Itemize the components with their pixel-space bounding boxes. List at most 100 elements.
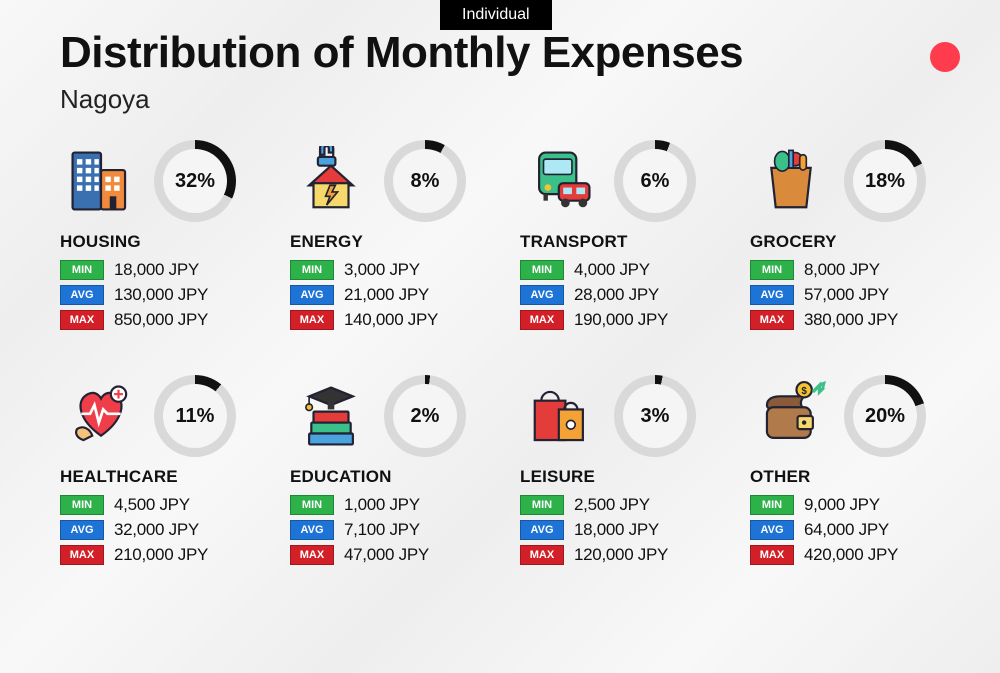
- category-name: LEISURE: [520, 467, 730, 487]
- percent-ring: 32%: [154, 140, 236, 222]
- max-badge: MAX: [290, 545, 334, 565]
- max-value: 210,000 JPY: [114, 545, 208, 565]
- max-badge: MAX: [290, 310, 334, 330]
- avg-badge: AVG: [290, 285, 334, 305]
- stat-row-min: MIN 2,500 JPY: [520, 495, 730, 515]
- min-badge: MIN: [750, 495, 794, 515]
- min-badge: MIN: [290, 495, 334, 515]
- expense-card-healthcare: 11% HEALTHCARE MIN 4,500 JPY AVG 32,000 …: [60, 375, 270, 570]
- expense-grid: 32% HOUSING MIN 18,000 JPY AVG 130,000 J…: [60, 140, 960, 570]
- category-name: TRANSPORT: [520, 232, 730, 252]
- min-badge: MIN: [520, 495, 564, 515]
- avg-value: 130,000 JPY: [114, 285, 208, 305]
- avg-value: 64,000 JPY: [804, 520, 889, 540]
- category-name: ENERGY: [290, 232, 500, 252]
- expense-card-education: 2% EDUCATION MIN 1,000 JPY AVG 7,100 JPY…: [290, 375, 500, 570]
- max-badge: MAX: [60, 545, 104, 565]
- avg-value: 18,000 JPY: [574, 520, 659, 540]
- stat-row-avg: AVG 18,000 JPY: [520, 520, 730, 540]
- stat-row-avg: AVG 64,000 JPY: [750, 520, 960, 540]
- avg-badge: AVG: [290, 520, 334, 540]
- min-badge: MIN: [290, 260, 334, 280]
- min-badge: MIN: [520, 260, 564, 280]
- percent-value: 18%: [865, 170, 905, 193]
- stat-row-min: MIN 18,000 JPY: [60, 260, 270, 280]
- avg-value: 32,000 JPY: [114, 520, 199, 540]
- min-badge: MIN: [60, 260, 104, 280]
- other-icon: $: [750, 375, 832, 457]
- max-badge: MAX: [750, 310, 794, 330]
- min-value: 1,000 JPY: [344, 495, 420, 515]
- housing-icon: [60, 140, 142, 222]
- percent-value: 20%: [865, 405, 905, 428]
- avg-badge: AVG: [520, 285, 564, 305]
- percent-ring: 3%: [614, 375, 696, 457]
- stat-row-max: MAX 140,000 JPY: [290, 310, 500, 330]
- percent-ring: 8%: [384, 140, 466, 222]
- category-name: OTHER: [750, 467, 960, 487]
- min-value: 8,000 JPY: [804, 260, 880, 280]
- min-badge: MIN: [750, 260, 794, 280]
- expense-card-transport: 6% TRANSPORT MIN 4,000 JPY AVG 28,000 JP…: [520, 140, 730, 335]
- stat-row-min: MIN 1,000 JPY: [290, 495, 500, 515]
- stat-row-max: MAX 47,000 JPY: [290, 545, 500, 565]
- avg-badge: AVG: [520, 520, 564, 540]
- avg-badge: AVG: [750, 520, 794, 540]
- stat-row-min: MIN 3,000 JPY: [290, 260, 500, 280]
- stat-row-avg: AVG 28,000 JPY: [520, 285, 730, 305]
- min-value: 2,500 JPY: [574, 495, 650, 515]
- percent-value: 8%: [411, 170, 440, 193]
- stat-row-max: MAX 420,000 JPY: [750, 545, 960, 565]
- avg-badge: AVG: [60, 285, 104, 305]
- expense-card-other: $ 20% OTHER MIN 9,000 JPY AVG 64,000 JPY…: [750, 375, 960, 570]
- stat-row-avg: AVG 32,000 JPY: [60, 520, 270, 540]
- max-value: 140,000 JPY: [344, 310, 438, 330]
- stat-row-min: MIN 4,500 JPY: [60, 495, 270, 515]
- page-title: Distribution of Monthly Expenses: [60, 28, 743, 78]
- category-name: EDUCATION: [290, 467, 500, 487]
- expense-card-energy: 8% ENERGY MIN 3,000 JPY AVG 21,000 JPY M…: [290, 140, 500, 335]
- percent-value: 6%: [641, 170, 670, 193]
- stat-row-max: MAX 210,000 JPY: [60, 545, 270, 565]
- max-badge: MAX: [520, 310, 564, 330]
- min-badge: MIN: [60, 495, 104, 515]
- stat-row-min: MIN 4,000 JPY: [520, 260, 730, 280]
- stat-row-avg: AVG 57,000 JPY: [750, 285, 960, 305]
- avg-badge: AVG: [60, 520, 104, 540]
- percent-ring: 6%: [614, 140, 696, 222]
- leisure-icon: [520, 375, 602, 457]
- max-value: 380,000 JPY: [804, 310, 898, 330]
- svg-text:$: $: [801, 386, 807, 397]
- percent-ring: 20%: [844, 375, 926, 457]
- min-value: 4,500 JPY: [114, 495, 190, 515]
- max-badge: MAX: [520, 545, 564, 565]
- stat-row-max: MAX 120,000 JPY: [520, 545, 730, 565]
- min-value: 4,000 JPY: [574, 260, 650, 280]
- max-value: 190,000 JPY: [574, 310, 668, 330]
- education-icon: [290, 375, 372, 457]
- max-value: 120,000 JPY: [574, 545, 668, 565]
- percent-value: 32%: [175, 170, 215, 193]
- healthcare-icon: [60, 375, 142, 457]
- stat-row-max: MAX 850,000 JPY: [60, 310, 270, 330]
- max-value: 850,000 JPY: [114, 310, 208, 330]
- stat-row-avg: AVG 130,000 JPY: [60, 285, 270, 305]
- stat-row-max: MAX 190,000 JPY: [520, 310, 730, 330]
- min-value: 3,000 JPY: [344, 260, 420, 280]
- stat-row-avg: AVG 21,000 JPY: [290, 285, 500, 305]
- percent-ring: 11%: [154, 375, 236, 457]
- tab-individual[interactable]: Individual: [440, 0, 552, 30]
- expense-card-housing: 32% HOUSING MIN 18,000 JPY AVG 130,000 J…: [60, 140, 270, 335]
- stat-row-min: MIN 8,000 JPY: [750, 260, 960, 280]
- max-badge: MAX: [60, 310, 104, 330]
- percent-ring: 18%: [844, 140, 926, 222]
- transport-icon: [520, 140, 602, 222]
- max-badge: MAX: [750, 545, 794, 565]
- category-name: HOUSING: [60, 232, 270, 252]
- percent-value: 3%: [641, 405, 670, 428]
- percent-ring: 2%: [384, 375, 466, 457]
- avg-value: 28,000 JPY: [574, 285, 659, 305]
- stat-row-min: MIN 9,000 JPY: [750, 495, 960, 515]
- max-value: 47,000 JPY: [344, 545, 429, 565]
- expense-card-grocery: 18% GROCERY MIN 8,000 JPY AVG 57,000 JPY…: [750, 140, 960, 335]
